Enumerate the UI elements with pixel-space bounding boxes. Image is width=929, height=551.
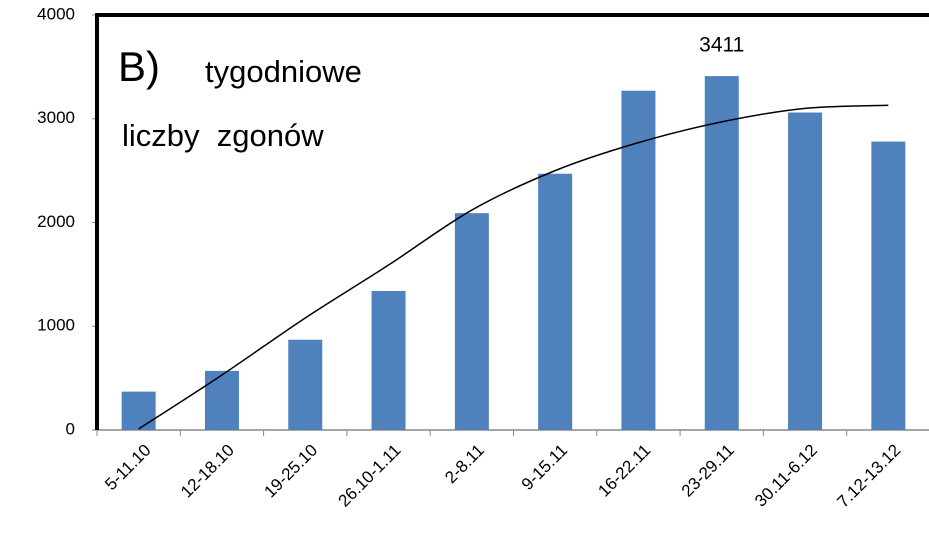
y-tick-label: 4000 (37, 4, 75, 23)
x-tick-label: 30.11-6.12 (751, 441, 821, 511)
y-tick-label: 0 (66, 419, 75, 438)
x-tick-label: 7.12-13.12 (833, 441, 904, 512)
y-tick-label: 2000 (37, 212, 75, 231)
x-tick-label: 12-18.10 (177, 441, 238, 502)
bar (121, 391, 156, 430)
x-tick-label: 26.10-1.11 (335, 441, 405, 511)
x-tick-label: 16-22.11 (594, 441, 654, 501)
x-tick-label: 19-25.10 (260, 441, 321, 502)
chart-subtitle: liczby zgonów (122, 118, 324, 153)
data-label: 3411 (699, 34, 744, 57)
bar (788, 112, 823, 431)
bar (704, 76, 739, 430)
x-tick-label: 2-8.11 (441, 441, 488, 488)
bar (538, 173, 573, 431)
bar (621, 90, 656, 431)
bar (288, 339, 323, 430)
trend-line (138, 104, 889, 430)
y-tick-label: 3000 (37, 108, 75, 127)
chart-title: B) (118, 43, 160, 90)
chart-subtitle: tygodniowe (205, 54, 362, 89)
bar (454, 213, 489, 430)
x-tick-label: 23-29.11 (678, 441, 738, 501)
bar (371, 290, 406, 430)
y-tick-label: 1000 (37, 316, 75, 335)
x-tick-label: 5-11.10 (101, 441, 154, 494)
x-tick-label: 9-15.11 (518, 441, 571, 494)
bar (871, 141, 906, 430)
bar (204, 370, 239, 430)
